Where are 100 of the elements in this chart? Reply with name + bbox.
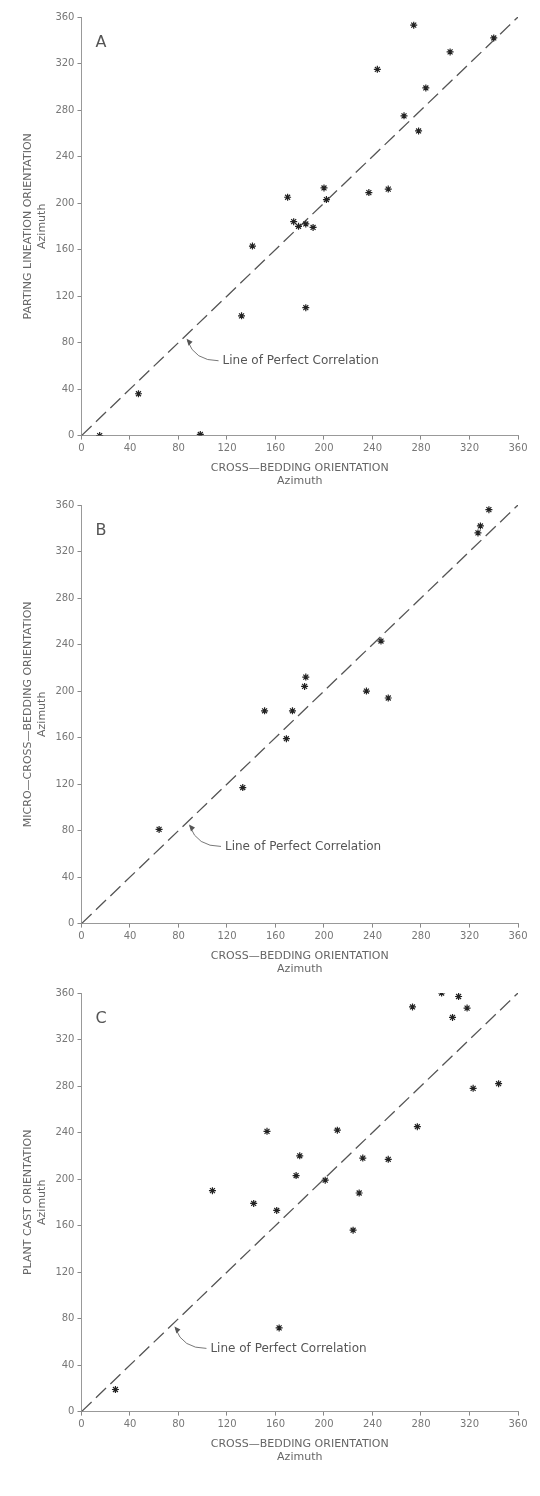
point bbox=[376, 636, 386, 646]
point bbox=[319, 183, 329, 193]
x-axis-title: CROSS—BEDDING ORIENTATION Azimuth bbox=[210, 949, 389, 976]
y-axis-title: PLANT CAST ORIENTATION Azimuth bbox=[21, 1129, 48, 1276]
point bbox=[384, 693, 393, 703]
x-tick-label: 160 bbox=[265, 442, 286, 454]
point bbox=[272, 1206, 281, 1215]
point bbox=[322, 195, 331, 204]
point bbox=[321, 1176, 330, 1185]
text: C bbox=[95, 1008, 107, 1028]
point bbox=[301, 303, 310, 312]
text: A bbox=[95, 32, 107, 52]
y-tick-label: 320 bbox=[55, 57, 75, 69]
x-tick-label: 120 bbox=[217, 930, 237, 942]
y-tick-label: 200 bbox=[55, 684, 75, 696]
x-axis-title: CROSS—BEDDING ORIENTATION Azimuth bbox=[210, 461, 389, 488]
y-tick-label: 200 bbox=[55, 196, 75, 208]
point bbox=[275, 1323, 284, 1332]
point bbox=[355, 1188, 364, 1198]
point bbox=[301, 672, 310, 682]
point bbox=[294, 222, 303, 231]
y-tick-label: 160 bbox=[55, 731, 75, 743]
y-tick-label: 320 bbox=[55, 1033, 75, 1045]
point bbox=[362, 686, 371, 696]
x-tick-label: 0 bbox=[78, 930, 85, 942]
x-tick-label: 360 bbox=[508, 442, 528, 454]
point bbox=[154, 825, 164, 834]
y-tick-label: 280 bbox=[55, 103, 75, 115]
x-tick-label: 360 bbox=[508, 1418, 528, 1430]
point bbox=[248, 241, 257, 251]
y-tick-label: 80 bbox=[61, 824, 75, 836]
annotation: Line of Perfect Correlation bbox=[224, 838, 382, 853]
x-tick-label: 240 bbox=[362, 442, 383, 454]
y-tick-label: 360 bbox=[55, 10, 75, 22]
point bbox=[289, 217, 298, 226]
point bbox=[260, 706, 269, 715]
y-tick-label: 40 bbox=[61, 1358, 75, 1370]
x-tick-label: 320 bbox=[459, 442, 480, 454]
x-axis-title: CROSS—BEDDING ORIENTATION Azimuth bbox=[210, 1437, 389, 1464]
point bbox=[237, 311, 246, 320]
y-tick-label: 360 bbox=[55, 986, 75, 998]
y-tick-label: 160 bbox=[55, 1219, 75, 1231]
y-tick-label: 0 bbox=[68, 1405, 75, 1417]
point bbox=[358, 1154, 367, 1163]
point bbox=[373, 65, 382, 74]
point bbox=[238, 783, 247, 792]
annotation: Line of Perfect Correlation bbox=[222, 352, 379, 367]
point bbox=[292, 1171, 301, 1180]
y-tick-label: 0 bbox=[68, 917, 75, 929]
y-tick-label: 160 bbox=[55, 243, 75, 255]
y-tick-label: 80 bbox=[61, 1312, 75, 1324]
x-tick-label: 280 bbox=[411, 1418, 431, 1430]
x-tick-label: 40 bbox=[123, 1418, 137, 1430]
y-tick-label: 360 bbox=[55, 498, 75, 510]
x-tick-label: 0 bbox=[78, 442, 85, 454]
y-axis-title: PARTING LINEATION ORIENTATION Azimuth bbox=[21, 133, 48, 320]
y-tick-label: 240 bbox=[55, 638, 75, 650]
y-tick-label: 40 bbox=[61, 382, 75, 394]
point bbox=[476, 521, 485, 531]
x-tick-label: 80 bbox=[172, 1418, 185, 1430]
y-tick-label: 320 bbox=[55, 545, 75, 557]
y-tick-label: 120 bbox=[55, 289, 75, 301]
x-tick-label: 280 bbox=[411, 930, 431, 942]
point bbox=[484, 505, 493, 514]
x-tick-label: 120 bbox=[217, 1418, 237, 1430]
x-tick-label: 240 bbox=[362, 1418, 383, 1430]
x-tick-label: 200 bbox=[314, 1418, 334, 1430]
y-tick-label: 280 bbox=[55, 1079, 75, 1091]
point bbox=[364, 188, 373, 197]
text: B bbox=[95, 520, 107, 540]
x-tick-label: 360 bbox=[508, 930, 528, 942]
y-tick-label: 120 bbox=[55, 777, 75, 789]
point bbox=[301, 219, 310, 229]
point bbox=[295, 1151, 304, 1160]
x-tick-label: 40 bbox=[123, 442, 137, 454]
y-tick-label: 0 bbox=[68, 429, 75, 441]
point bbox=[333, 1126, 342, 1135]
point bbox=[473, 528, 483, 538]
point bbox=[262, 1127, 272, 1136]
point bbox=[448, 1013, 457, 1022]
x-tick-label: 200 bbox=[314, 930, 334, 942]
y-tick-label: 200 bbox=[55, 1172, 75, 1184]
point bbox=[413, 1122, 422, 1131]
x-tick-label: 160 bbox=[265, 1418, 286, 1430]
y-tick-label: 80 bbox=[61, 336, 75, 348]
y-axis-title: MICRO—CROSS—BEDDING ORIENTATION Azimuth bbox=[21, 601, 48, 828]
x-tick-label: 40 bbox=[123, 930, 137, 942]
point bbox=[249, 1199, 258, 1208]
y-tick-label: 280 bbox=[55, 591, 75, 603]
point bbox=[300, 682, 309, 691]
point bbox=[414, 126, 423, 136]
point bbox=[408, 1002, 417, 1012]
point bbox=[349, 1226, 358, 1235]
x-tick-label: 120 bbox=[217, 442, 237, 454]
x-tick-label: 80 bbox=[172, 930, 185, 942]
point bbox=[111, 1385, 120, 1394]
x-tick-label: 200 bbox=[314, 442, 334, 454]
point bbox=[282, 734, 291, 743]
x-tick-label: 280 bbox=[411, 442, 431, 454]
point bbox=[384, 184, 393, 194]
